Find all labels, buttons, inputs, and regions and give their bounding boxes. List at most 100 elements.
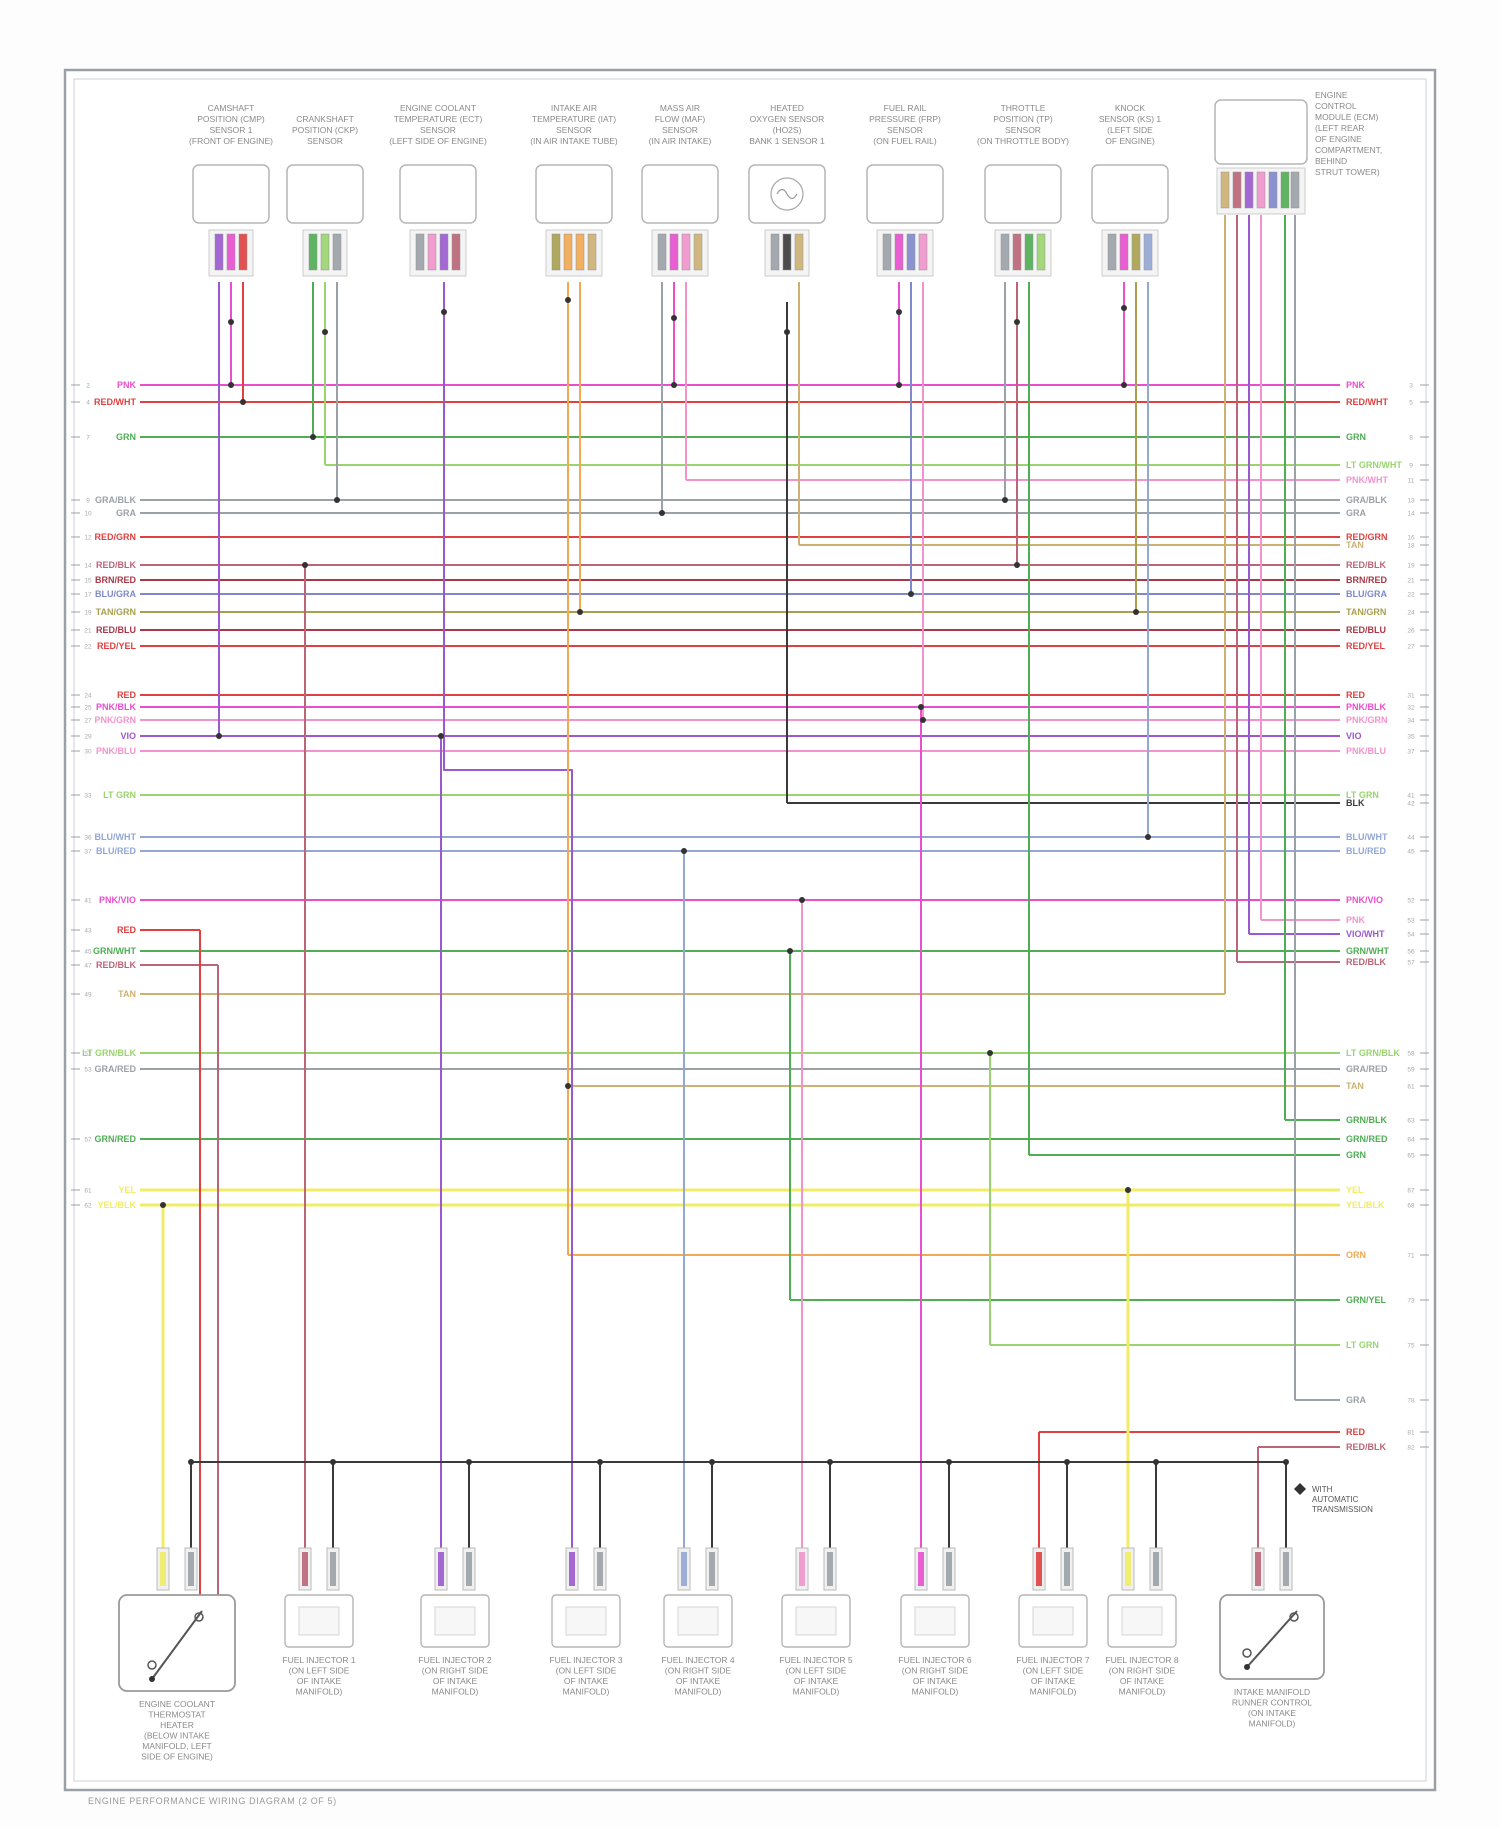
wire-color-label: BRN/RED: [1346, 575, 1388, 585]
note-diamond: [1294, 1483, 1306, 1495]
component-label: (LEFT REAR: [1315, 123, 1364, 133]
component-box: [1091, 164, 1169, 224]
junction-dot: [188, 1459, 194, 1465]
component-label: TEMPERATURE (ECT): [394, 114, 483, 124]
component-label: CAMSHAFT: [208, 103, 255, 113]
connector-pin: [1064, 1552, 1070, 1586]
pin-number: 12: [84, 535, 92, 542]
connector-pin: [894, 233, 904, 271]
component-box: [118, 1594, 236, 1692]
connector-pin: [1036, 233, 1046, 271]
connector-pin: [551, 233, 561, 271]
component-label: POSITION (TP): [993, 114, 1053, 124]
junction-dot: [1014, 319, 1020, 325]
component-label: FUEL INJECTOR 3: [549, 1655, 622, 1665]
connector-pin: [332, 233, 342, 271]
junction-dot: [1244, 1664, 1250, 1670]
wire-color-label: GRA: [1346, 508, 1367, 518]
component-label: POSITION (CMP): [197, 114, 265, 124]
junction-dot: [334, 497, 340, 503]
wire-color-label: GRN/BLK: [1346, 1115, 1387, 1125]
connector-pin: [214, 233, 224, 271]
pin-number: 19: [84, 610, 92, 617]
component-label: OF INTAKE: [1120, 1676, 1165, 1686]
component-box: [399, 164, 477, 224]
junction-dot: [228, 382, 234, 388]
component-inner: [914, 1606, 956, 1636]
pin-number: 47: [84, 963, 92, 970]
connector-pin: [587, 233, 597, 271]
wire-color-label: BLU/WHT: [1346, 832, 1388, 842]
component-label: FUEL INJECTOR 5: [779, 1655, 852, 1665]
component-label: FUEL INJECTOR 4: [661, 1655, 734, 1665]
junction-dot: [310, 434, 316, 440]
wire-color-label: RED: [117, 925, 137, 935]
component-inner: [795, 1606, 837, 1636]
wire-color-label: GRA: [116, 508, 137, 518]
component-label: SENSOR (KS) 1: [1099, 114, 1162, 124]
connector-pin: [415, 233, 425, 271]
component-label: (IN AIR INTAKE TUBE): [530, 136, 618, 146]
component-label: KNOCK: [1115, 103, 1146, 113]
pin-number: 32: [1407, 705, 1415, 712]
component-label: (ON RIGHT SIDE: [665, 1666, 732, 1676]
component-label: (ON RIGHT SIDE: [422, 1666, 489, 1676]
junction-dot: [987, 1050, 993, 1056]
diagram-frame: [63, 68, 1437, 1792]
component-label: (ON LEFT SIDE: [289, 1666, 350, 1676]
pin-number: 5: [1409, 400, 1413, 407]
wire-color-label: RED/WHT: [1346, 397, 1388, 407]
component-label: RUNNER CONTROL: [1232, 1698, 1313, 1708]
junction-dot: [787, 948, 793, 954]
pin-number: 13: [1407, 498, 1415, 505]
connector-pin: [681, 233, 691, 271]
connector-pin: [1012, 233, 1022, 271]
pin-number: 30: [84, 749, 92, 756]
connector-pin: [799, 1552, 805, 1586]
connector-pin: [882, 233, 892, 271]
junction-dot: [1133, 609, 1139, 615]
connector-pin: [575, 233, 585, 271]
connector-pin: [1000, 233, 1010, 271]
component-label: (HO2S): [773, 125, 802, 135]
wire-color-label: LT GRN: [103, 790, 136, 800]
component-label: PRESSURE (FRP): [869, 114, 941, 124]
pin-number: 61: [84, 1188, 92, 1195]
pin-number: 53: [84, 1067, 92, 1074]
wire-color-label: RED/YEL: [1346, 641, 1386, 651]
component-label: (LEFT SIDE: [1107, 125, 1153, 135]
pin-number: 14: [84, 563, 92, 570]
component-label: SENSOR 1: [210, 125, 253, 135]
component-label: (ON RIGHT SIDE: [902, 1666, 969, 1676]
junction-dot: [1014, 562, 1020, 568]
component-label: INTAKE AIR: [551, 103, 597, 113]
component-label: MANIFOLD): [1119, 1687, 1166, 1697]
component-label: THERMOSTAT: [148, 1710, 205, 1720]
pin-number: 41: [84, 898, 92, 905]
wire: [443, 282, 573, 1548]
component-label: SENSOR: [420, 125, 456, 135]
pin-number: 42: [1407, 801, 1415, 808]
pin-number: 59: [1407, 1067, 1415, 1074]
junction-dot: [896, 382, 902, 388]
component-inner: [434, 1606, 476, 1636]
junction-dot: [908, 591, 914, 597]
wire-color-label: GRN/YEL: [1346, 1295, 1387, 1305]
pin-number: 8: [1409, 435, 1413, 442]
wire-color-label: LT GRN/BLK: [82, 1048, 136, 1058]
pin-number: 71: [1407, 1253, 1415, 1260]
junction-dot: [918, 704, 924, 710]
connector-pin: [827, 1552, 833, 1586]
pin-number: 61: [1407, 1084, 1415, 1091]
component-label: (ON LEFT SIDE: [786, 1666, 847, 1676]
junction-dot: [216, 733, 222, 739]
